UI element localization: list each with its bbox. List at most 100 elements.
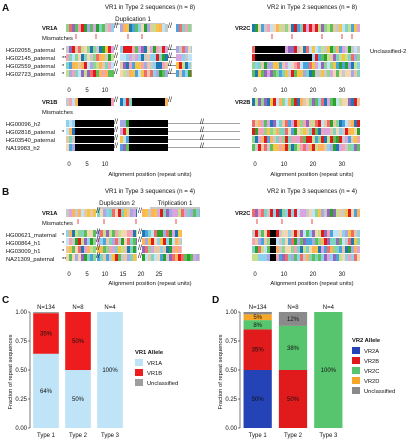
repeat-unit-cell bbox=[81, 136, 84, 143]
repeat-unit-cell bbox=[72, 62, 75, 69]
repeat-unit-cell bbox=[102, 46, 105, 53]
vr2-tick: 30 bbox=[339, 272, 346, 278]
repeat-unit-cell bbox=[96, 120, 99, 127]
axis-break-mark: // bbox=[114, 61, 118, 68]
repeat-unit-cell bbox=[339, 24, 342, 32]
repeat-unit-cell bbox=[303, 238, 306, 245]
repeat-unit-cell bbox=[99, 54, 102, 61]
repeat-unit-cell bbox=[96, 128, 99, 135]
repeat-unit-cell bbox=[267, 98, 270, 106]
repeat-unit-cell bbox=[157, 254, 160, 261]
repeat-unit-cell bbox=[309, 70, 312, 77]
repeat-unit-cell bbox=[175, 230, 178, 237]
repeat-unit-cell bbox=[90, 128, 93, 135]
repeat-unit-cell bbox=[135, 70, 138, 77]
repeat-unit-cell bbox=[306, 62, 309, 69]
axis-break-mark: // bbox=[168, 23, 172, 30]
repeat-unit-cell bbox=[111, 24, 114, 32]
repeat-unit-cell bbox=[132, 24, 135, 32]
repeat-unit-cell bbox=[150, 120, 153, 127]
repeat-unit-cell bbox=[339, 62, 342, 69]
repeat-unit-cell bbox=[285, 230, 288, 237]
repeat-unit-cell bbox=[75, 70, 78, 77]
repeat-unit-cell bbox=[151, 209, 154, 217]
repeat-unit-cell bbox=[99, 46, 102, 53]
repeat-unit-cell bbox=[294, 120, 297, 127]
repeat-unit-cell bbox=[66, 128, 69, 135]
repeat-unit-cell bbox=[285, 62, 288, 69]
repeat-unit-cell bbox=[336, 62, 339, 69]
repeat-unit-cell bbox=[81, 238, 84, 245]
repeat-unit-cell bbox=[309, 136, 312, 143]
n-label: N=134 bbox=[37, 305, 56, 311]
data-label: 38% bbox=[287, 346, 300, 352]
repeat-unit-cell bbox=[100, 230, 103, 237]
repeat-unit-cell bbox=[309, 238, 312, 245]
repeat-unit-cell bbox=[354, 238, 357, 245]
repeat-unit-cell bbox=[270, 70, 273, 77]
repeat-unit-cell bbox=[154, 246, 157, 253]
repeat-unit-cell bbox=[303, 136, 306, 143]
repeat-unit-cell bbox=[118, 238, 121, 245]
repeat-unit-cell bbox=[97, 254, 100, 261]
repeat-unit-cell bbox=[267, 246, 270, 253]
repeat-unit-cell bbox=[342, 54, 345, 61]
repeat-unit-cell bbox=[264, 230, 267, 237]
repeat-unit-cell bbox=[312, 54, 315, 61]
repeat-unit-cell bbox=[273, 98, 276, 106]
repeat-unit-cell bbox=[354, 98, 357, 106]
repeat-unit-cell bbox=[72, 70, 75, 77]
axis-break-mark: // bbox=[114, 127, 118, 134]
repeat-unit-cell bbox=[93, 144, 96, 151]
repeat-unit-cell bbox=[309, 24, 312, 32]
repeat-unit-cell bbox=[165, 62, 168, 69]
repeat-unit-cell bbox=[288, 70, 291, 77]
repeat-unit-cell bbox=[102, 62, 105, 69]
repeat-unit-cell bbox=[324, 254, 327, 261]
repeat-unit-cell bbox=[309, 120, 312, 127]
panel-d-letter: D bbox=[212, 295, 219, 306]
repeat-unit-cell bbox=[159, 144, 162, 151]
repeat-unit-cell bbox=[156, 46, 159, 53]
repeat-unit-cell bbox=[294, 62, 297, 69]
repeat-unit-cell bbox=[285, 144, 288, 151]
repeat-unit-cell bbox=[162, 70, 165, 77]
repeat-unit-cell bbox=[351, 230, 354, 237]
panel-a-vr2-title: VR2 in Type 2 sequences (n = 8) bbox=[267, 4, 357, 11]
repeat-unit-cell bbox=[108, 70, 111, 77]
repeat-unit-cell bbox=[102, 144, 105, 151]
repeat-unit-cell bbox=[288, 62, 291, 69]
repeat-unit-cell bbox=[66, 46, 69, 53]
repeat-unit-cell bbox=[132, 46, 135, 53]
repeat-unit-cell bbox=[336, 238, 339, 245]
bar-segment bbox=[33, 313, 59, 354]
repeat-unit-cell bbox=[303, 128, 306, 135]
repeat-unit-cell bbox=[84, 46, 87, 53]
repeat-unit-cell bbox=[102, 120, 105, 127]
repeat-unit-cell bbox=[309, 209, 312, 217]
repeat-unit-cell bbox=[145, 230, 148, 237]
repeat-unit-cell bbox=[348, 54, 351, 61]
repeat-unit-cell bbox=[156, 98, 159, 106]
repeat-unit-cell bbox=[279, 209, 282, 217]
repeat-unit-cell bbox=[81, 70, 84, 77]
panel-c-letter: C bbox=[2, 295, 9, 306]
repeat-unit-cell bbox=[75, 128, 78, 135]
data-label: 35% bbox=[252, 348, 265, 354]
data-label: 8% bbox=[253, 323, 262, 329]
repeat-unit-cell bbox=[267, 209, 270, 217]
repeat-unit-cell bbox=[176, 62, 179, 69]
axis-break-mark: // bbox=[168, 53, 172, 60]
repeat-unit-cell bbox=[93, 254, 96, 261]
repeat-unit-cell bbox=[294, 144, 297, 151]
repeat-unit-cell bbox=[342, 238, 345, 245]
repeat-unit-cell bbox=[120, 136, 123, 143]
repeat-unit-cell bbox=[312, 254, 315, 261]
repeat-unit-cell bbox=[345, 70, 348, 77]
repeat-unit-cell bbox=[151, 246, 154, 253]
repeat-unit-cell bbox=[182, 54, 185, 61]
repeat-unit-cell bbox=[264, 62, 267, 69]
axis-break-mark: // bbox=[114, 53, 118, 60]
repeat-unit-cell bbox=[279, 24, 282, 32]
repeat-unit-cell bbox=[175, 254, 178, 261]
